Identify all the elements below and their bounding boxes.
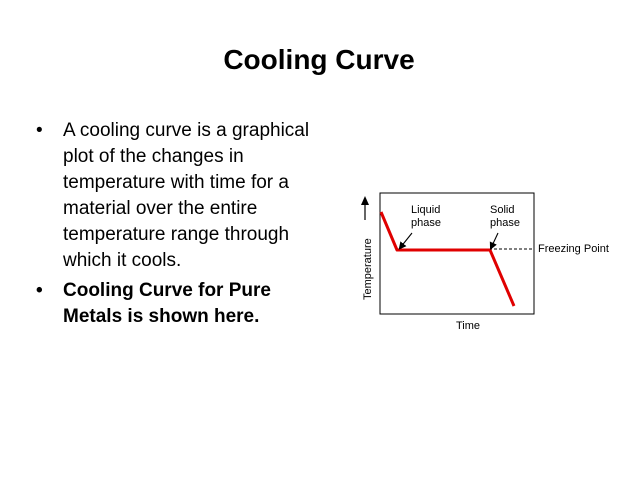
bullet-dot: • (36, 120, 43, 141)
y-axis-label: Temperature (362, 238, 374, 300)
bullet-text: Cooling Curve for Pure Metals is shown h… (63, 280, 271, 327)
plot-frame (379, 192, 535, 315)
liquid-phase-label-line1: Liquid (411, 204, 440, 216)
liquid-phase-label-line2: phase (411, 217, 441, 229)
cooling-curve-diagram: Temperature Liquid phase Solid phase Fre… (352, 188, 632, 341)
liquid-phase-label: Liquid phase (411, 204, 443, 229)
x-axis-label: Time (456, 320, 480, 332)
bullet-text: A cooling curve is a graphical plot of t… (63, 120, 310, 271)
bullet-list: • A cooling curve is a graphical plot of… (36, 118, 326, 334)
slide-title: Cooling Curve (223, 44, 415, 75)
solid-phase-label: Solid phase (490, 204, 520, 229)
cooling-curve-svg: Temperature Liquid phase Solid phase Fre… (361, 192, 609, 332)
cooling-curve-line (379, 211, 516, 307)
solid-phase-arrow (489, 232, 499, 250)
y-axis-arrowhead (361, 196, 369, 205)
bullet-dot: • (36, 280, 43, 301)
freezing-point-label: Freezing Point (538, 243, 609, 255)
solid-phase-label-line2: phase (490, 217, 520, 229)
bullet-item: • A cooling curve is a graphical plot of… (36, 118, 326, 274)
bullet-item: • Cooling Curve for Pure Metals is shown… (36, 278, 326, 330)
solid-phase-label-line1: Solid (490, 204, 514, 216)
liquid-phase-arrow (398, 232, 413, 250)
